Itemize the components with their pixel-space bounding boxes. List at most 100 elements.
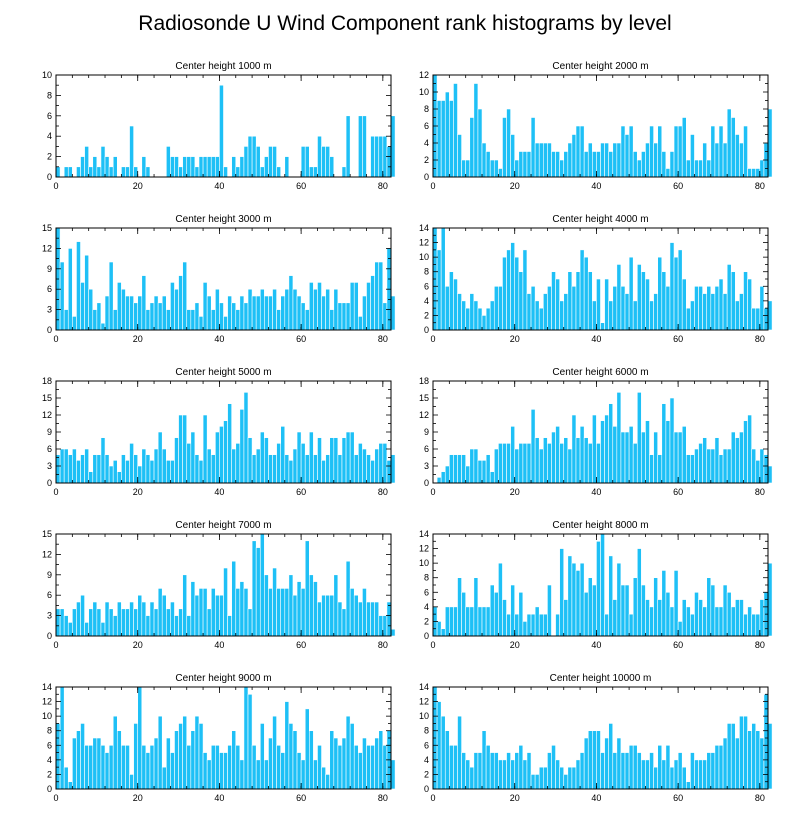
histogram-bar [473, 448, 479, 484]
histogram-bar [100, 622, 106, 637]
histogram-bar [325, 594, 331, 637]
histogram-bar [694, 448, 699, 484]
y-tick-label: 6 [424, 587, 429, 597]
histogram-bar [636, 392, 642, 484]
histogram-bar [288, 460, 294, 484]
histogram-bar [600, 322, 605, 331]
histogram-bar [190, 156, 196, 178]
histogram-bar [243, 686, 249, 790]
histogram-bar [743, 125, 748, 178]
histogram-bar [92, 454, 98, 484]
histogram-bar [657, 256, 663, 331]
histogram-bar [473, 83, 479, 178]
histogram-bar [337, 601, 343, 637]
histogram-bar [596, 540, 601, 637]
histogram-bar [186, 156, 192, 178]
x-tick-label: 40 [214, 181, 224, 191]
histogram-bar [449, 606, 454, 637]
histogram-bar [510, 584, 516, 637]
x-tick-label: 0 [53, 793, 58, 803]
histogram-bar [121, 166, 126, 178]
histogram-bar [514, 159, 520, 178]
histogram-bar [559, 159, 565, 178]
histogram-bar [661, 271, 667, 331]
histogram-bar [730, 723, 736, 790]
histogram-bar [714, 285, 720, 331]
histogram-bar [231, 560, 237, 637]
histogram-bar [534, 300, 540, 331]
x-tick-label: 0 [53, 334, 58, 344]
histogram-bar [616, 737, 622, 790]
y-tick-label: 10 [419, 87, 429, 97]
histogram-bar [575, 570, 581, 637]
histogram-bar [559, 548, 565, 637]
histogram-bar [440, 628, 446, 637]
histogram-bar [186, 309, 192, 331]
y-tick-label: 6 [424, 281, 429, 291]
histogram-bar [337, 744, 343, 790]
y-tick-label: 6 [47, 284, 52, 294]
histogram-bar [370, 275, 375, 331]
histogram-bar [125, 608, 130, 637]
histogram-bar [645, 420, 650, 484]
histogram-bar [137, 594, 143, 637]
y-tick-label: 4 [47, 755, 52, 765]
histogram-bar [55, 608, 61, 637]
histogram-bar [555, 278, 560, 331]
histogram-bar [653, 293, 658, 331]
histogram-bar [153, 608, 159, 637]
y-tick-label: 9 [47, 570, 52, 580]
histogram-bar [317, 744, 322, 790]
histogram-bar [362, 115, 367, 178]
y-tick-label: 8 [47, 726, 52, 736]
histogram-bar [665, 591, 671, 637]
histogram-bar [112, 309, 118, 331]
histogram-bar [100, 744, 106, 790]
histogram-bar [170, 752, 175, 790]
histogram-bar [649, 300, 654, 331]
histogram-bar [100, 146, 106, 178]
histogram-bar [247, 693, 253, 790]
histogram-bar [604, 142, 609, 178]
histogram-bar [767, 300, 773, 331]
histogram-bar [121, 744, 126, 790]
histogram-bar [518, 744, 524, 790]
histogram-bar [55, 166, 61, 178]
x-tick-label: 0 [430, 181, 435, 191]
histogram-bar [378, 615, 384, 637]
histogram-bar [141, 744, 147, 790]
histogram-bar [469, 293, 475, 331]
y-tick-label: 2 [424, 616, 429, 626]
histogram-bar [161, 448, 167, 484]
histogram-bar [567, 766, 573, 790]
histogram-bar [92, 156, 98, 178]
histogram-bar [76, 241, 81, 331]
histogram-bar [349, 282, 355, 331]
histogram-bar [669, 606, 675, 637]
histogram-bar [522, 759, 528, 790]
histogram-bar [378, 730, 384, 790]
histogram-bar [743, 613, 748, 637]
histogram-bar [735, 599, 740, 637]
histogram-bar [116, 601, 122, 637]
histogram-bar [612, 285, 618, 331]
histogram-bar [157, 715, 163, 790]
histogram-bar [80, 282, 85, 331]
histogram-bar [444, 730, 450, 790]
histogram-bar [510, 759, 516, 790]
histogram-bar [436, 100, 442, 178]
histogram-bar [730, 271, 736, 331]
y-tick-label: 6 [47, 444, 52, 454]
histogram-bar [67, 248, 73, 331]
histogram-bar [759, 599, 765, 637]
histogram-bar [436, 621, 442, 637]
histogram-bar [530, 117, 536, 178]
histogram-bar [702, 293, 708, 331]
histogram-bar [710, 752, 716, 790]
histogram-bar [88, 471, 94, 484]
histogram-bar [563, 599, 569, 637]
histogram-bar [72, 608, 77, 637]
histogram-bar [649, 606, 654, 637]
histogram-bar [321, 460, 326, 484]
histogram-bar [76, 730, 81, 790]
